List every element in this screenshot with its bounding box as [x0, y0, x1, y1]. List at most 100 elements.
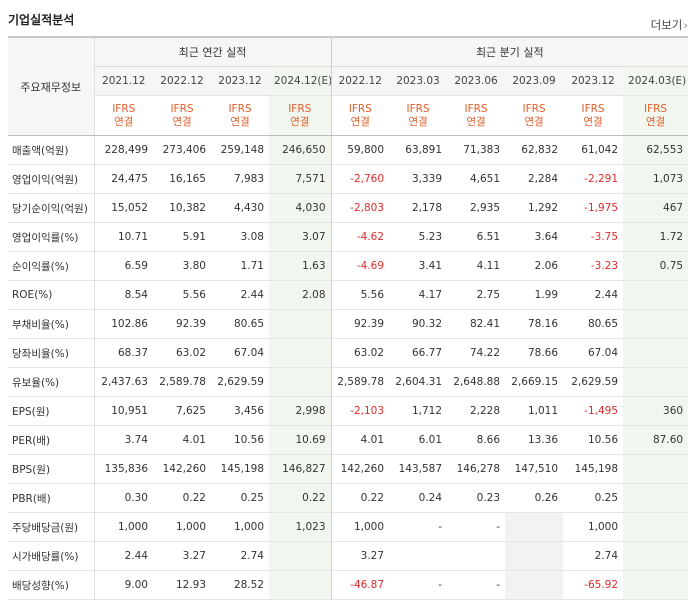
accounting-header: IFRS 연결 — [447, 95, 506, 136]
value-cell: 142,260 — [153, 454, 211, 484]
accounting-standard: IFRS — [170, 102, 194, 115]
period-header: 2023.12 — [563, 66, 624, 96]
table-row: 부채비율(%) 102.86 92.39 80.65 92.39 90.32 82.41 78… — [8, 309, 689, 339]
value-cell: - — [389, 570, 448, 600]
value-cell: -2,803 — [330, 193, 390, 223]
table-row: EPS(원) 10,951 7,625 3,456 2,998 -2,103 1,712 2,… — [8, 396, 689, 426]
value-cell: 143,587 — [389, 454, 448, 484]
value-cell: 6.59 — [93, 251, 153, 281]
value-cell: 66.77 — [389, 338, 448, 368]
value-cell: 59,800 — [330, 135, 390, 165]
value-cell: 7,625 — [153, 396, 211, 426]
value-cell: 2,589.78 — [330, 367, 390, 397]
period-header: 2023.03 — [389, 66, 448, 96]
row-label: EPS(원) — [8, 396, 94, 426]
value-cell: 82.41 — [447, 309, 506, 339]
table-row: 당기순이익(억원) 15,052 10,382 4,430 4,030 -2,803 2,1… — [8, 193, 689, 223]
value-cell: 13.36 — [505, 425, 564, 455]
period-header: 2021.12 — [93, 66, 153, 96]
value-cell — [623, 367, 689, 397]
accounting-header: IFRS 연결 — [93, 95, 153, 136]
row-label: 주당배당금(원) — [8, 512, 94, 542]
row-label: 부채비율(%) — [8, 309, 94, 339]
value-cell: 467 — [623, 193, 689, 223]
value-cell: 3.27 — [330, 541, 390, 571]
value-cell: 9.00 — [93, 570, 153, 600]
value-cell: 2,589.78 — [153, 367, 211, 397]
value-cell: 147,510 — [505, 454, 564, 484]
value-cell: 0.30 — [93, 483, 153, 513]
value-cell: - — [389, 512, 448, 542]
value-cell: 3.27 — [153, 541, 211, 571]
value-cell: 80.65 — [563, 309, 624, 339]
value-cell: 63.02 — [153, 338, 211, 368]
row-label: 유보율(%) — [8, 367, 94, 397]
value-cell: 360 — [623, 396, 689, 426]
value-cell: 4,651 — [447, 164, 506, 194]
value-cell: 12.93 — [153, 570, 211, 600]
value-cell: 7,571 — [269, 164, 332, 194]
table-row: BPS(원) 135,836 142,260 145,198 146,827 142,26… — [8, 454, 689, 484]
value-cell: 92.39 — [153, 309, 211, 339]
value-cell — [269, 367, 332, 397]
value-cell: 1,023 — [269, 512, 332, 542]
value-cell: 2.44 — [211, 280, 269, 310]
value-cell: 1.99 — [505, 280, 564, 310]
value-cell: 1.72 — [623, 222, 689, 252]
value-cell: 3,339 — [389, 164, 448, 194]
more-link[interactable]: 더보기› — [651, 17, 688, 33]
value-cell: - — [447, 570, 506, 600]
value-cell: 2,178 — [389, 193, 448, 223]
table-row: 영업이익률(%) 10.71 5.91 3.08 3.07 -4.62 5.23 6.51 3.… — [8, 222, 689, 252]
consolidation-type: 연결 — [583, 115, 603, 128]
value-cell: 8.66 — [447, 425, 506, 455]
value-cell: 2,228 — [447, 396, 506, 426]
value-cell: 2,629.59 — [563, 367, 624, 397]
value-cell: 4.01 — [153, 425, 211, 455]
value-cell: 2,669.15 — [505, 367, 564, 397]
value-cell: -1,975 — [563, 193, 624, 223]
value-cell — [623, 280, 689, 310]
value-cell: 3.41 — [389, 251, 448, 281]
value-cell — [389, 541, 448, 571]
quarter-group-header: 최근 분기 실적 — [330, 36, 689, 67]
consolidation-type: 연결 — [645, 115, 666, 128]
period-header: 2024.03(E) — [623, 66, 689, 96]
consolidation-type: 연결 — [172, 115, 192, 128]
value-cell: 67.04 — [211, 338, 269, 368]
table-body: 매출액(억원) 228,499 273,406 259,148 246,650 59,80… — [8, 135, 689, 600]
value-cell: -2,291 — [563, 164, 624, 194]
value-cell: 1.63 — [269, 251, 332, 281]
value-cell: 6.51 — [447, 222, 506, 252]
value-cell — [623, 512, 689, 542]
value-cell: 142,260 — [330, 454, 390, 484]
value-cell: 10,951 — [93, 396, 153, 426]
value-cell: 0.24 — [389, 483, 448, 513]
value-cell: 0.22 — [330, 483, 390, 513]
value-cell: 2.75 — [447, 280, 506, 310]
value-cell: 80.65 — [211, 309, 269, 339]
accounting-header: IFRS 연결 — [389, 95, 448, 136]
row-label: 배당성향(%) — [8, 570, 94, 600]
value-cell — [269, 570, 332, 600]
row-label: 매출액(억원) — [8, 135, 94, 165]
value-cell: 2,998 — [269, 396, 332, 426]
value-cell: 63,891 — [389, 135, 448, 165]
accounting-header-row: IFRS 연결 IFRS 연결 IFRS 연결 IFRS 연결 IFRS 연결 IFRS 연결 IFRS… — [8, 95, 689, 136]
value-cell: 10.69 — [269, 425, 332, 455]
value-cell: 2.74 — [563, 541, 624, 571]
value-cell: 273,406 — [153, 135, 211, 165]
row-label-header: 주요재무정보 — [8, 36, 94, 136]
value-cell: 10.56 — [563, 425, 624, 455]
row-label: ROE(%) — [8, 280, 94, 310]
value-cell: 1,011 — [505, 396, 564, 426]
accounting-standard: IFRS — [643, 102, 668, 115]
period-header-row: 2021.12 2022.12 2023.12 2024.12(E) 2022.12 20… — [8, 66, 689, 96]
value-cell: 2.44 — [93, 541, 153, 571]
period-header: 2024.12(E) — [269, 66, 332, 96]
period-header: 2022.12 — [153, 66, 211, 96]
value-cell: 0.23 — [447, 483, 506, 513]
value-cell — [505, 512, 564, 542]
consolidation-type: 연결 — [290, 115, 310, 128]
value-cell: 0.75 — [623, 251, 689, 281]
